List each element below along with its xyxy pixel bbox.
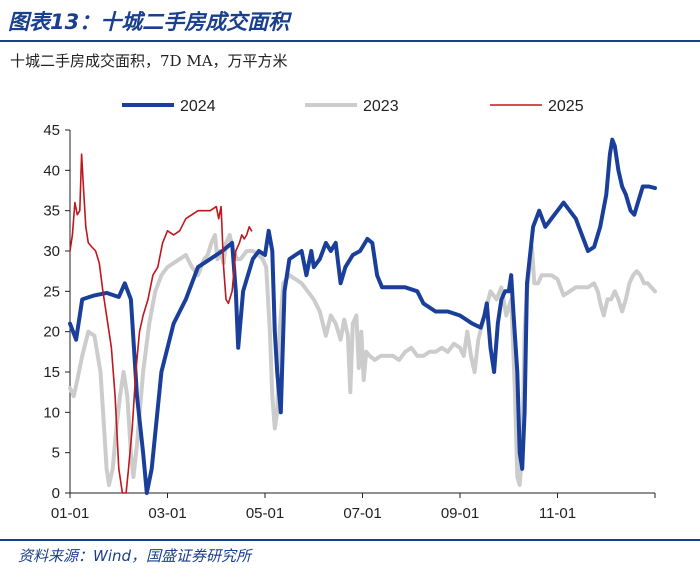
series-line-2024 — [68, 137, 657, 495]
chart-subtitle: 十城二手房成交面积，7D MA，万平方米 — [10, 52, 288, 70]
y-tick-label: 5 — [52, 445, 60, 462]
legend-label-2024: 2024 — [180, 98, 216, 115]
y-tick-label: 35 — [43, 203, 60, 220]
x-tick-label: 01-01 — [51, 505, 89, 522]
x-tick-label: 09-01 — [441, 505, 479, 522]
x-tick-label: 07-01 — [343, 505, 381, 522]
y-tick-label: 45 — [43, 122, 60, 139]
y-tick-label: 30 — [43, 243, 60, 260]
y-tick-label: 0 — [52, 485, 60, 502]
y-tick-label: 40 — [43, 162, 60, 179]
header-divider — [0, 40, 700, 42]
source-note: 资料来源：Wind，国盛证券研究所 — [18, 547, 252, 565]
y-tick-label: 10 — [43, 404, 60, 421]
chart-axes: 0 5 10 15 20 25 30 35 40 45 01-01 03-01 05-01 07-01 09… — [43, 122, 656, 522]
legend-label-2023: 2023 — [363, 98, 399, 115]
series-line-2023 — [68, 232, 657, 487]
x-tick-label: 11-01 — [539, 505, 576, 522]
y-tick-label: 25 — [43, 283, 60, 300]
y-tick-label: 20 — [43, 324, 60, 341]
footer-divider — [0, 539, 700, 541]
legend-label-2025: 2025 — [548, 98, 584, 115]
chart-legend: 2024 2023 2025 — [122, 98, 584, 115]
x-tick-label: 05-01 — [246, 505, 284, 522]
x-tick-label: 03-01 — [148, 505, 186, 522]
figure-title: 图表13：十城二手房成交面积 — [8, 10, 290, 34]
y-tick-label: 15 — [43, 364, 60, 381]
series-layer — [68, 137, 657, 495]
series-line-2025 — [69, 153, 253, 494]
